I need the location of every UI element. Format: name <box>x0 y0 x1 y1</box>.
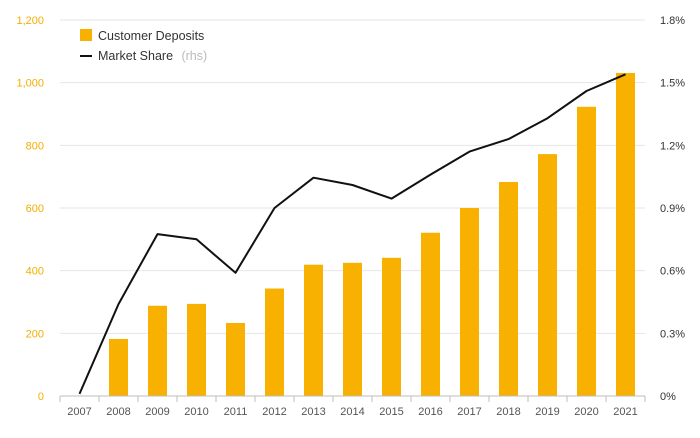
x-axis-tick-label: 2010 <box>184 406 208 418</box>
deposits-bar-2020 <box>577 106 596 396</box>
legend-market-share-name: Market Share <box>98 49 173 63</box>
right-axis-tick-label: 1.2% <box>660 140 685 152</box>
left-axis-tick-label: 200 <box>26 328 44 340</box>
deposits-bar-2018 <box>499 181 518 396</box>
x-axis-tick-label: 2012 <box>262 406 286 418</box>
right-axis-tick-label: 0.3% <box>660 328 685 340</box>
legend-market-share-suffix: (rhs) <box>181 49 207 63</box>
x-axis-tick-label: 2007 <box>67 406 91 418</box>
x-axis-tick-label: 2020 <box>574 406 598 418</box>
deposits-bar-2014 <box>343 262 362 396</box>
x-axis-tick-label: 2016 <box>418 406 442 418</box>
deposits-bar-2015 <box>382 257 401 396</box>
right-axis-tick-label: 1.8% <box>660 15 685 27</box>
deposits-bar-2016 <box>421 232 440 396</box>
deposits-bar-2011 <box>226 322 245 396</box>
deposits-bar-2019 <box>538 154 557 396</box>
right-axis-tick-label: 0.9% <box>660 203 685 215</box>
right-axis-tick-label: 0% <box>660 391 676 403</box>
right-axis-tick-label: 1.5% <box>660 78 685 90</box>
market-share-series <box>78 73 626 395</box>
bars <box>109 72 635 396</box>
left-axis-tick-label: 800 <box>26 140 44 152</box>
left-axis-tick-label: 400 <box>26 266 44 278</box>
deposits-bar-2013 <box>304 264 323 396</box>
market-share-line <box>78 73 626 395</box>
x-axis-tick-label: 2018 <box>496 406 520 418</box>
axes: 0 200 400 600 800 1,000 1,200 0% 0.3% 0.6% 0.9% 1.2… <box>16 15 685 418</box>
x-axis-tick-label: 2021 <box>613 406 637 418</box>
x-axis-tick-label: 2015 <box>379 406 403 418</box>
left-axis-tick-label: 600 <box>26 203 44 215</box>
x-axis-tick-label: 2009 <box>145 406 169 418</box>
left-axis-tick-label: 0 <box>38 391 44 403</box>
legend-label-deposits: Customer Deposits <box>98 29 204 43</box>
deposits-bar-2010 <box>187 303 206 396</box>
x-axis-tick-label: 2014 <box>340 406 364 418</box>
x-axis-tick-label: 2017 <box>457 406 481 418</box>
right-axis-tick-label: 0.6% <box>660 266 685 278</box>
left-axis-tick-label: 1,000 <box>16 78 44 90</box>
deposits-bar-2017 <box>460 208 479 396</box>
x-axis-tick-label: 2011 <box>224 406 248 418</box>
x-axis-tick-label: 2019 <box>535 406 559 418</box>
left-axis-tick-label: 1,200 <box>16 15 44 27</box>
deposits-bar-2021 <box>616 72 635 396</box>
deposits-bar-2008 <box>109 338 128 396</box>
x-axis-tick-label: 2008 <box>106 406 130 418</box>
deposits-bar-2009 <box>148 305 167 396</box>
deposits-bar-2012 <box>265 288 284 396</box>
legend: Customer Deposits Market Share (rhs) <box>80 29 207 64</box>
legend-label-market-share: Market Share (rhs) <box>98 47 207 64</box>
x-axis-tick-label: 2013 <box>301 406 325 418</box>
legend-swatch-deposits <box>80 29 92 41</box>
